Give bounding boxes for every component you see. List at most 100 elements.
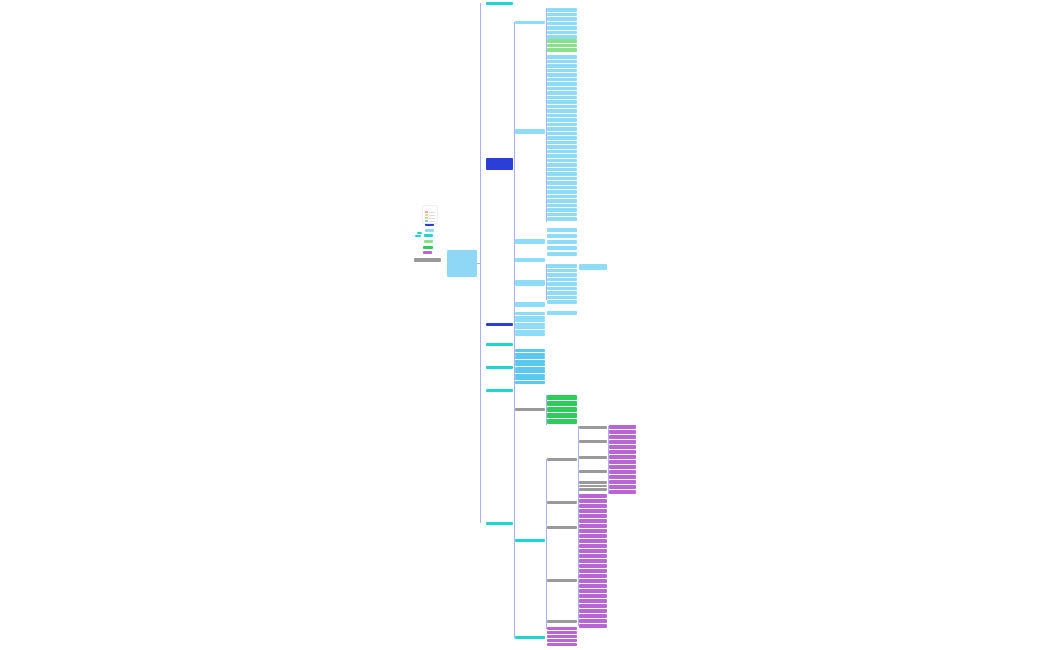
leaf-node[interactable] <box>609 470 636 474</box>
topic-node[interactable] <box>515 636 545 639</box>
detail-node[interactable] <box>547 295 577 299</box>
detail-node[interactable] <box>547 86 577 90</box>
branch-node[interactable] <box>486 343 513 346</box>
detail-node[interactable] <box>547 277 577 281</box>
list-item[interactable] <box>515 359 545 363</box>
sub-detail-node[interactable] <box>579 584 607 588</box>
detail-node[interactable] <box>547 181 577 185</box>
detail-node[interactable] <box>547 167 577 171</box>
leaf-node[interactable] <box>609 460 636 464</box>
list-item[interactable] <box>515 319 545 322</box>
sub-detail-node[interactable] <box>579 619 607 623</box>
branch-node[interactable] <box>486 158 513 170</box>
leaf-node[interactable] <box>609 490 636 494</box>
list-item[interactable] <box>515 329 545 333</box>
detail-node[interactable] <box>547 311 577 315</box>
detail-node[interactable] <box>547 172 577 176</box>
detail-node[interactable] <box>547 639 577 642</box>
detail-node[interactable] <box>547 64 577 68</box>
list-item[interactable] <box>515 312 545 315</box>
detail-node[interactable] <box>547 501 577 504</box>
legend-node[interactable] <box>424 240 433 243</box>
detail-node[interactable] <box>547 95 577 99</box>
detail-node[interactable] <box>547 194 577 198</box>
detail-node[interactable] <box>547 158 577 162</box>
detail-node[interactable] <box>547 145 577 149</box>
detail-node[interactable] <box>547 407 577 412</box>
sub-detail-node[interactable] <box>579 470 607 473</box>
topic-node[interactable] <box>515 239 545 244</box>
detail-node[interactable] <box>547 458 577 461</box>
detail-node[interactable] <box>547 264 577 268</box>
detail-node[interactable] <box>547 185 577 189</box>
sub-detail-node[interactable] <box>579 264 607 270</box>
sub-detail-node[interactable] <box>579 504 607 508</box>
sub-detail-node[interactable] <box>579 574 607 578</box>
detail-node[interactable] <box>547 228 577 232</box>
detail-node[interactable] <box>547 190 577 194</box>
detail-node[interactable] <box>547 118 577 122</box>
detail-node[interactable] <box>547 149 577 153</box>
branch-node[interactable] <box>486 2 513 5</box>
detail-node[interactable] <box>547 140 577 144</box>
sub-detail-node[interactable] <box>579 519 607 523</box>
detail-node[interactable] <box>547 113 577 117</box>
leaf-node[interactable] <box>609 445 636 449</box>
detail-node[interactable] <box>547 104 577 108</box>
detail-node[interactable] <box>547 100 577 104</box>
detail-node[interactable] <box>547 526 577 529</box>
detail-node[interactable] <box>547 631 577 634</box>
sub-detail-node[interactable] <box>579 514 607 518</box>
detail-node[interactable] <box>547 109 577 113</box>
detail-node[interactable] <box>547 26 577 30</box>
leaf-node[interactable] <box>609 425 636 429</box>
detail-node[interactable] <box>547 39 577 43</box>
detail-node[interactable] <box>547 199 577 203</box>
leaf-node[interactable] <box>609 475 636 479</box>
sub-detail-node[interactable] <box>579 539 607 543</box>
topic-node[interactable] <box>515 302 545 307</box>
detail-node[interactable] <box>547 291 577 295</box>
sub-detail-node[interactable] <box>579 509 607 513</box>
sub-detail-node[interactable] <box>579 594 607 598</box>
sub-detail-node[interactable] <box>579 569 607 573</box>
detail-node[interactable] <box>547 395 577 400</box>
detail-node[interactable] <box>547 203 577 207</box>
list-item[interactable] <box>515 326 545 329</box>
sub-detail-node[interactable] <box>579 579 607 583</box>
sub-detail-node[interactable] <box>579 494 607 498</box>
detail-node[interactable] <box>547 273 577 277</box>
detail-node[interactable] <box>547 91 577 95</box>
leaf-node[interactable] <box>609 465 636 469</box>
detail-node[interactable] <box>547 35 577 39</box>
leaf-node[interactable] <box>609 435 636 439</box>
leaf-node[interactable] <box>609 450 636 454</box>
detail-node[interactable] <box>547 217 577 221</box>
detail-node[interactable] <box>547 30 577 34</box>
list-item[interactable] <box>515 380 545 384</box>
branch-node[interactable] <box>486 323 513 326</box>
sub-detail-node[interactable] <box>579 456 607 459</box>
detail-node[interactable] <box>547 208 577 212</box>
topic-node[interactable] <box>515 21 545 24</box>
sub-detail-node[interactable] <box>579 544 607 548</box>
sub-detail-node[interactable] <box>579 484 607 487</box>
detail-node[interactable] <box>547 282 577 286</box>
sub-detail-node[interactable] <box>579 499 607 503</box>
legend-node[interactable] <box>415 235 421 237</box>
branch-node[interactable] <box>486 522 513 525</box>
sub-detail-node[interactable] <box>579 614 607 618</box>
list-item[interactable] <box>515 356 545 359</box>
sub-detail-node[interactable] <box>579 589 607 593</box>
detail-node[interactable] <box>547 240 577 244</box>
detail-node[interactable] <box>547 579 577 582</box>
detail-node[interactable] <box>547 176 577 180</box>
sub-detail-node[interactable] <box>579 426 607 429</box>
detail-node[interactable] <box>547 286 577 290</box>
detail-node[interactable] <box>547 268 577 272</box>
list-item[interactable] <box>515 333 545 336</box>
sub-detail-node[interactable] <box>579 554 607 558</box>
detail-node[interactable] <box>547 635 577 638</box>
detail-node[interactable] <box>547 163 577 167</box>
detail-node[interactable] <box>547 12 577 16</box>
